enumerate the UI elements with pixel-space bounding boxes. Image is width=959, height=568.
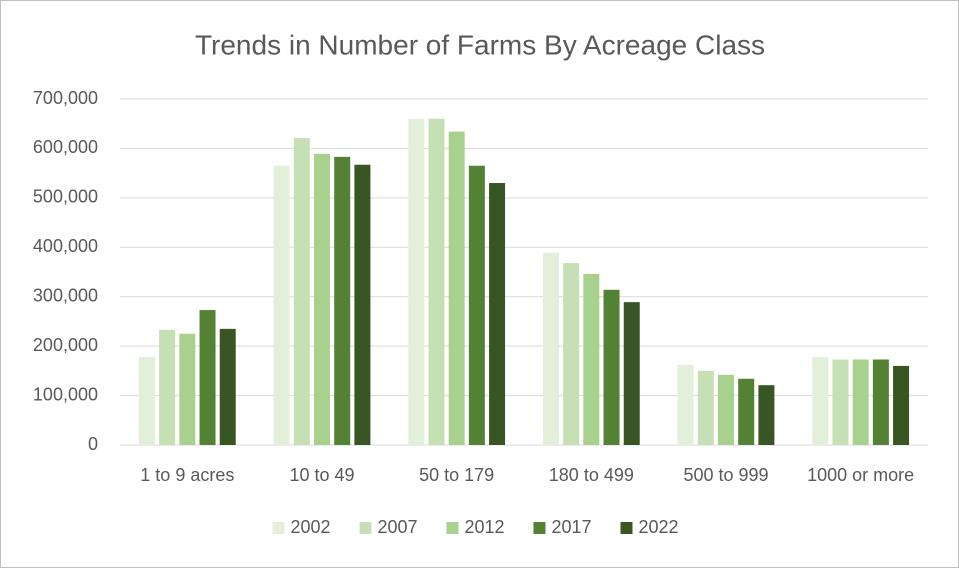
bar [408, 118, 425, 446]
bar [623, 302, 640, 445]
x-tick-label: 180 to 499 [549, 465, 634, 485]
y-tick-label: 400,000 [33, 236, 98, 256]
y-tick-label: 600,000 [33, 137, 98, 157]
bar [893, 365, 910, 445]
bar [219, 328, 236, 445]
x-tick-label: 50 to 179 [419, 465, 494, 485]
bar [718, 374, 734, 445]
y-tick-label: 500,000 [33, 187, 98, 207]
legend-label: 2007 [378, 517, 418, 537]
bar [758, 385, 775, 445]
bar [489, 183, 506, 445]
legend-label: 2002 [291, 517, 331, 537]
bar [542, 252, 559, 445]
y-tick-label: 0 [88, 434, 98, 454]
legend-label: 2017 [552, 517, 592, 537]
bar [179, 333, 196, 445]
bar [468, 165, 485, 445]
bar [138, 357, 155, 445]
bar [563, 263, 580, 445]
bar [603, 289, 620, 445]
bar [697, 370, 714, 445]
y-tick-label: 700,000 [33, 88, 98, 108]
x-tick-label: 1 to 9 acres [140, 465, 234, 485]
chart-title: Trends in Number of Farms By Acreage Cla… [195, 29, 765, 60]
bar [354, 164, 371, 446]
bar [293, 138, 310, 445]
legend-swatch [272, 522, 285, 534]
x-tick-label: 1000 or more [807, 465, 914, 485]
bar [314, 153, 330, 445]
bar [428, 118, 445, 446]
x-tick-label: 500 to 999 [683, 465, 768, 485]
bar [738, 378, 755, 445]
bar [832, 359, 849, 445]
bar [812, 357, 829, 445]
bar [199, 310, 216, 445]
legend-swatch [359, 522, 372, 534]
bar [852, 359, 869, 445]
bar [334, 156, 351, 445]
bar [872, 359, 889, 445]
legend-label: 2022 [639, 517, 679, 537]
x-tick-label: 10 to 49 [289, 465, 354, 485]
y-tick-label: 200,000 [33, 335, 98, 355]
bar [448, 131, 465, 445]
legend-swatch [446, 522, 459, 534]
bar [273, 165, 290, 445]
bar [677, 364, 694, 445]
legend-swatch [620, 522, 633, 534]
bar [159, 329, 176, 445]
y-tick-label: 300,000 [33, 285, 98, 305]
legend-label: 2012 [465, 517, 505, 537]
y-tick-label: 100,000 [33, 384, 98, 404]
legend-swatch [533, 522, 546, 534]
bar [583, 273, 600, 445]
